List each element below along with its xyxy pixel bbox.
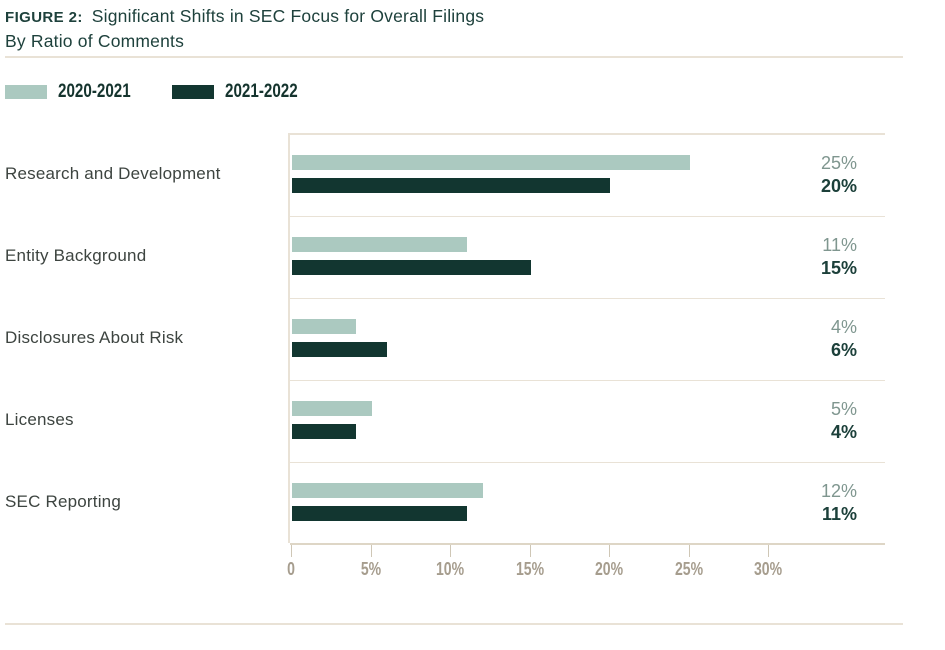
bar-2021-2022 (292, 342, 388, 357)
value-label-2021-2022: 15% (820, 257, 857, 278)
x-tick-label: 25% (674, 559, 703, 579)
legend-swatch-2021-2022 (172, 85, 214, 99)
x-tick (370, 545, 372, 557)
value-label-2020-2021: 25% (820, 152, 857, 173)
x-tick (529, 545, 531, 557)
x-tick-label: 0 (287, 559, 295, 579)
x-tick (768, 545, 769, 557)
value-label-2020-2021: 4% (830, 316, 857, 337)
category-label: Research and Development (5, 164, 221, 183)
legend-label: 2020-2021 (58, 81, 131, 102)
chart-row (290, 217, 885, 299)
value-label-2020-2021: 11% (822, 234, 857, 255)
value-label-2021-2022: 11% (821, 503, 857, 524)
bar-2021-2022 (292, 506, 467, 521)
value-label-2020-2021: 5% (830, 398, 857, 419)
category-label: Disclosures About Risk (5, 328, 184, 347)
bar-2020-2021 (292, 237, 467, 252)
value-label-2021-2022: 6% (830, 339, 857, 360)
legend-item: 2021-2022 (172, 81, 316, 102)
bar-2020-2021 (292, 155, 690, 170)
figure-title: Significant Shifts in SEC Focus for Over… (91, 6, 485, 26)
legend-item: 2020-2021 (5, 81, 149, 102)
bar-2021-2022 (292, 260, 531, 275)
figure-subtitle: By Ratio of Comments (5, 31, 185, 51)
figure-label: FIGURE 2: (5, 9, 83, 26)
x-tick-label: 30% (753, 559, 783, 579)
figure-heading: FIGURE 2: Significant Shifts in SEC Focus… (5, 6, 484, 27)
bar-2020-2021 (292, 319, 356, 334)
x-tick-label: 5% (360, 559, 381, 579)
x-tick (450, 545, 451, 557)
value-label-2021-2022: 20% (820, 175, 857, 196)
bar-2020-2021 (292, 483, 483, 498)
top-divider (5, 56, 903, 58)
category-label: Licenses (5, 410, 74, 429)
category-label: Entity Background (5, 246, 147, 265)
x-tick (291, 545, 292, 557)
value-label-2021-2022: 4% (830, 421, 857, 442)
chart-row (290, 135, 885, 217)
x-tick-label: 20% (594, 559, 624, 579)
chart-row (290, 381, 885, 463)
bar-2021-2022 (292, 424, 356, 439)
category-label: SEC Reporting (5, 492, 121, 511)
x-tick (688, 545, 690, 557)
value-label-2020-2021: 12% (820, 480, 857, 501)
x-tick-label: 10% (435, 559, 465, 579)
legend-swatch-2020-2021 (5, 85, 47, 99)
bar-2021-2022 (292, 178, 610, 193)
chart-row (290, 463, 885, 545)
plot-area (288, 133, 885, 545)
x-tick (609, 545, 610, 557)
bar-2020-2021 (292, 401, 372, 416)
bottom-divider (5, 623, 903, 625)
legend-label: 2021-2022 (225, 81, 298, 102)
chart-row (290, 299, 885, 381)
x-tick-label: 15% (515, 559, 544, 579)
